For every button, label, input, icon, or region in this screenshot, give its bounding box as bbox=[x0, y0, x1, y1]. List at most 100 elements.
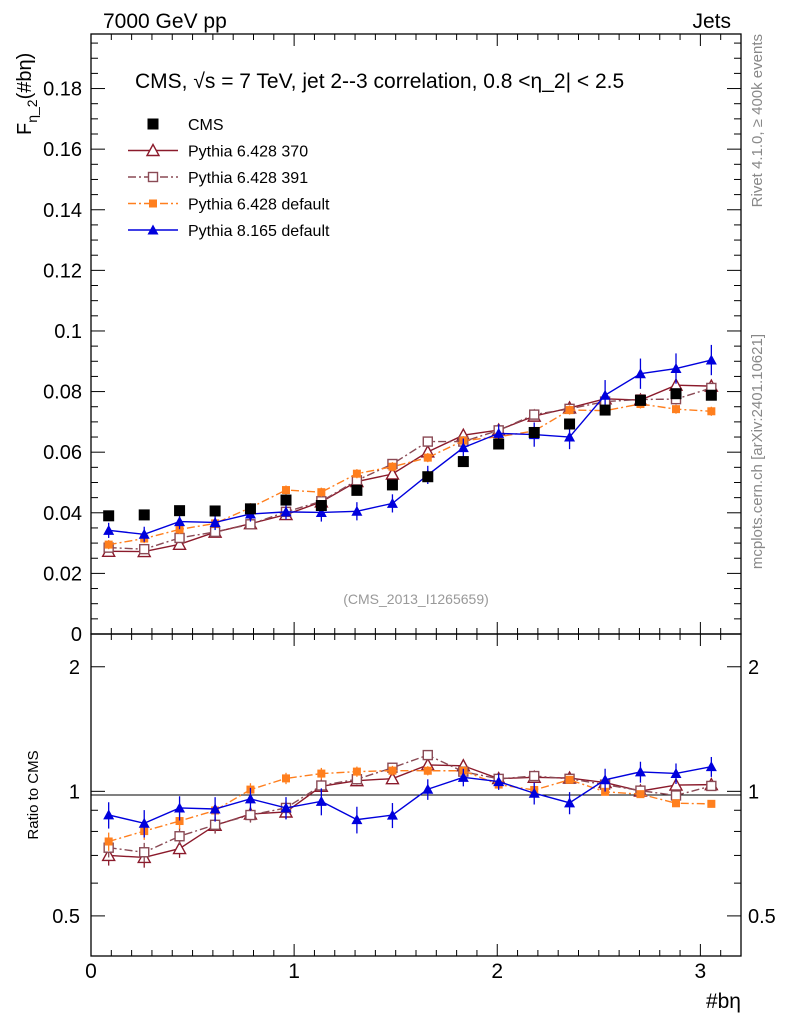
x-tick-label: 3 bbox=[695, 960, 707, 983]
ratio-point bbox=[386, 809, 398, 820]
ratio-line bbox=[108, 764, 712, 859]
x-tick-label: 2 bbox=[491, 960, 503, 983]
y-tick-label-main: 0.02 bbox=[43, 563, 82, 585]
y-tick-label-main: 0.04 bbox=[43, 503, 82, 525]
ratio-point bbox=[244, 793, 256, 804]
data-point bbox=[388, 462, 397, 471]
data-point bbox=[172, 536, 187, 551]
series-pythia-6-428-default bbox=[104, 399, 716, 550]
data-point bbox=[317, 488, 326, 497]
ratio-point bbox=[352, 767, 361, 776]
ratio-point bbox=[138, 817, 150, 828]
ratio-point bbox=[565, 775, 574, 784]
x-axis-label: #bη bbox=[706, 990, 741, 1013]
data-point bbox=[174, 516, 186, 527]
data-point bbox=[280, 494, 292, 506]
y-tick-label-ratio: 2 bbox=[69, 657, 80, 679]
legend-marker bbox=[149, 199, 157, 208]
ratio-point bbox=[174, 802, 186, 813]
y-tick-label-main: 0.1 bbox=[54, 321, 82, 343]
data-point bbox=[529, 409, 540, 420]
data-point bbox=[209, 505, 221, 517]
legend-item-pythia-8-165-default: Pythia 8.165 default bbox=[128, 223, 330, 240]
legend-item-cms: CMS bbox=[147, 117, 224, 134]
y-axis-label-ratio: Ratio to CMS bbox=[25, 750, 42, 839]
data-point bbox=[386, 497, 398, 508]
ratio-line bbox=[108, 754, 712, 853]
data-point bbox=[493, 438, 505, 450]
data-point bbox=[423, 453, 432, 462]
ratio-point bbox=[282, 774, 290, 783]
data-point bbox=[564, 418, 576, 430]
series-pythia-8-165-default bbox=[103, 344, 717, 542]
ratio-series-pythia-8-165-default bbox=[103, 756, 717, 838]
y-tick-label-ratio: 1 bbox=[69, 781, 80, 803]
data-point bbox=[280, 506, 292, 517]
data-point bbox=[174, 532, 185, 544]
data-point bbox=[599, 404, 611, 416]
ratio-point bbox=[280, 802, 292, 813]
data-point bbox=[351, 505, 363, 516]
data-point bbox=[138, 509, 150, 521]
y-axis-label-main: Fη_2(#bη) bbox=[14, 53, 40, 135]
data-point bbox=[104, 540, 113, 549]
y-axis-label-subscript: η_2 bbox=[24, 99, 40, 123]
series-cms bbox=[103, 388, 717, 522]
y-tick-label-main: 0.16 bbox=[43, 139, 82, 161]
data-point bbox=[315, 506, 327, 517]
data-point bbox=[634, 368, 646, 379]
ratio-point bbox=[209, 803, 221, 814]
data-point bbox=[672, 405, 680, 414]
series-line bbox=[108, 387, 712, 550]
ratio-line bbox=[108, 769, 712, 843]
ratio-series-pythia-6-428-391 bbox=[103, 749, 717, 863]
ratio-point bbox=[634, 766, 646, 777]
ratio-line bbox=[108, 765, 712, 825]
ratio-point bbox=[422, 749, 433, 761]
ratio-point bbox=[528, 787, 540, 798]
legend-marker bbox=[147, 118, 159, 130]
ratio-point bbox=[103, 809, 115, 820]
legend-item-pythia-6-428-default: Pythia 6.428 default bbox=[128, 197, 330, 214]
ratio-point bbox=[351, 814, 363, 825]
ratio-point bbox=[601, 787, 610, 796]
ratio-point bbox=[707, 799, 716, 808]
ratio-point bbox=[104, 837, 113, 846]
y-tick-label-ratio-right: 1 bbox=[748, 781, 759, 803]
ratio-point bbox=[705, 761, 717, 772]
data-point bbox=[528, 426, 540, 438]
x-tick-label: 0 bbox=[85, 960, 97, 983]
legend-marker bbox=[147, 224, 159, 235]
series-pythia-6-428-370 bbox=[101, 377, 719, 558]
ratio-point bbox=[529, 770, 540, 782]
ratio-point bbox=[388, 766, 397, 775]
y-tick-label-ratio-right: 0.5 bbox=[748, 906, 776, 928]
y-tick-label-main: 0.12 bbox=[43, 260, 82, 282]
legend-item-pythia-6-428-391: Pythia 6.428 391 bbox=[128, 170, 308, 187]
data-point bbox=[282, 486, 290, 495]
y-tick-label-main: 0.14 bbox=[43, 200, 82, 222]
y-ticks-ratio: 0.5 0.5 1 1 2 2 bbox=[52, 657, 776, 957]
ratio-point bbox=[599, 774, 611, 785]
ratio-point bbox=[668, 777, 684, 791]
data-point bbox=[209, 516, 221, 527]
ratio-point bbox=[139, 847, 150, 858]
ratio-point bbox=[245, 809, 256, 821]
data-point bbox=[457, 442, 469, 453]
legend-marker bbox=[145, 143, 161, 157]
ratio-point bbox=[172, 841, 187, 855]
ratio-series bbox=[101, 749, 719, 868]
data-point bbox=[599, 389, 611, 400]
legend-label: Pythia 8.165 default bbox=[188, 223, 330, 240]
data-point bbox=[634, 394, 646, 406]
ratio-point bbox=[422, 783, 434, 794]
data-point bbox=[385, 466, 400, 480]
data-point bbox=[707, 407, 716, 416]
y-tick-label-main: 0 bbox=[71, 624, 82, 646]
ratio-point bbox=[493, 776, 505, 787]
x-ticks: 0 1 2 3 bbox=[85, 34, 742, 983]
data-point bbox=[103, 524, 115, 535]
ratio-point bbox=[423, 766, 432, 775]
data-point bbox=[670, 388, 682, 400]
data-point bbox=[386, 479, 398, 491]
